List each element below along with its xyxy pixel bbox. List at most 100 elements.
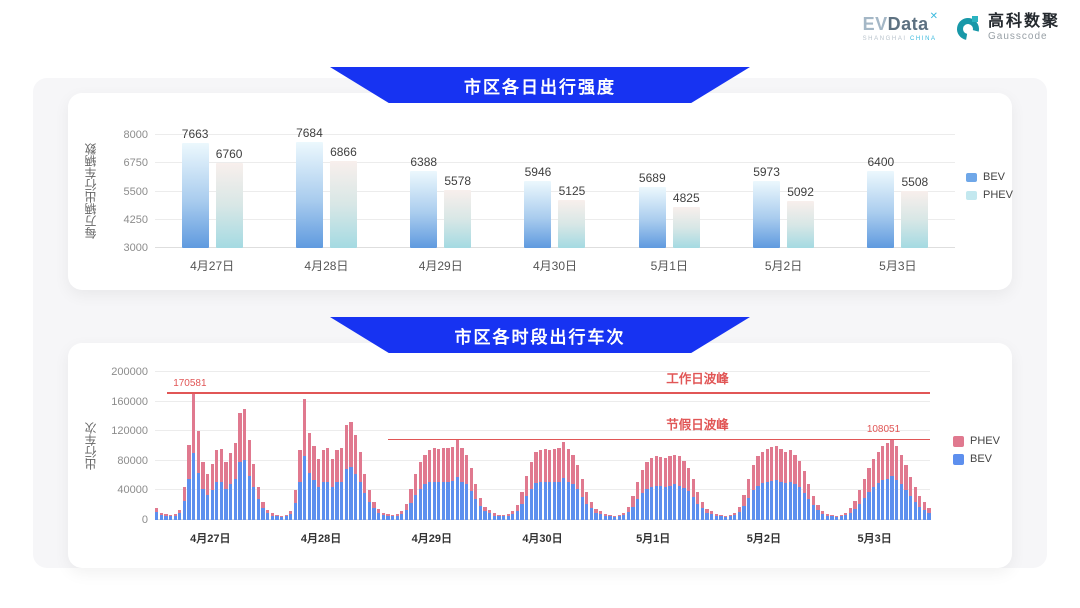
stacked-bar-5月1日-h18[interactable] [682, 372, 686, 520]
stacked-bar-5月2日-h21[interactable] [807, 372, 811, 520]
stacked-bar-4月28日-h4[interactable] [284, 372, 288, 520]
stacked-bar-4月27日-h7[interactable] [187, 372, 191, 520]
bar-BEV-4月28日[interactable] [295, 142, 323, 248]
stacked-bar-4月30日-h9[interactable] [529, 372, 533, 520]
stacked-bar-4月28日-h22[interactable] [367, 372, 372, 520]
stacked-bar-5月3日-h11[interactable] [871, 372, 876, 520]
stacked-bar-4月27日-h11[interactable] [205, 372, 210, 520]
stacked-bar-4月30日-h14[interactable] [552, 372, 557, 520]
stacked-bar-5月2日-h0[interactable] [710, 372, 714, 520]
stacked-bar-4月28日-h13[interactable] [326, 372, 330, 520]
stacked-bar-4月27日-h0[interactable] [155, 372, 159, 520]
stacked-bar-4月30日-h8[interactable] [525, 372, 529, 520]
stacked-bar-4月27日-h5[interactable] [178, 372, 182, 520]
stacked-bar-4月30日-h16[interactable] [562, 372, 566, 520]
stacked-bar-4月28日-h19[interactable] [353, 372, 358, 520]
stacked-bar-4月29日-h10[interactable] [423, 372, 427, 520]
stacked-bar-5月2日-h20[interactable] [802, 372, 806, 520]
stacked-bar-4月30日-h13[interactable] [548, 372, 552, 520]
stacked-bar-4月27日-h17[interactable] [233, 372, 237, 520]
stacked-bar-5月2日-h15[interactable] [779, 372, 783, 520]
stacked-bar-4月30日-h21[interactable] [585, 372, 589, 520]
stacked-bar-5月3日-h22[interactable] [922, 372, 927, 520]
stacked-bar-4月30日-h12[interactable] [543, 372, 547, 520]
stacked-bar-4月27日-h1[interactable] [159, 372, 163, 520]
stacked-bar-5月3日-h21[interactable] [918, 372, 922, 520]
stacked-bar-5月1日-h20[interactable] [691, 372, 695, 520]
bar-BEV-5月2日[interactable] [753, 180, 781, 248]
bar-PHEV-4月28日[interactable] [329, 160, 357, 248]
stacked-bar-5月3日-h18[interactable] [904, 372, 908, 520]
stacked-bar-5月3日-h9[interactable] [862, 372, 866, 520]
stacked-bar-4月27日-h10[interactable] [201, 372, 205, 520]
stacked-bar-5月1日-h19[interactable] [686, 372, 691, 520]
stacked-bar-5月2日-h7[interactable] [742, 372, 746, 520]
stacked-bar-5月1日-h6[interactable] [626, 372, 631, 520]
stacked-bar-4月28日-h14[interactable] [330, 372, 335, 520]
stacked-bar-5月1日-h2[interactable] [608, 372, 612, 520]
bar-PHEV-4月27日[interactable] [215, 163, 243, 248]
stacked-bar-5月3日-h19[interactable] [908, 372, 913, 520]
stacked-bar-4月30日-h22[interactable] [589, 372, 594, 520]
stacked-bar-5月3日-h7[interactable] [853, 372, 857, 520]
stacked-bar-4月30日-h15[interactable] [557, 372, 561, 520]
stacked-bar-4月27日-h6[interactable] [182, 372, 187, 520]
stacked-bar-4月28日-h10[interactable] [312, 372, 316, 520]
stacked-bar-4月30日-h4[interactable] [506, 372, 510, 520]
stacked-bar-4月30日-h5[interactable] [511, 372, 515, 520]
stacked-bar-4月29日-h1[interactable] [381, 372, 385, 520]
stacked-bar-4月28日-h5[interactable] [289, 372, 293, 520]
stacked-bar-4月28日-h2[interactable] [275, 372, 279, 520]
stacked-bar-4月28日-h16[interactable] [340, 372, 344, 520]
legend-item-BEV[interactable]: BEV [953, 453, 1000, 465]
stacked-bar-4月27日-h3[interactable] [168, 372, 173, 520]
stacked-bar-5月2日-h12[interactable] [765, 372, 769, 520]
stacked-bar-5月1日-h16[interactable] [673, 372, 677, 520]
stacked-bar-5月1日-h0[interactable] [599, 372, 603, 520]
stacked-bar-4月29日-h6[interactable] [404, 372, 409, 520]
stacked-bar-5月1日-h21[interactable] [696, 372, 700, 520]
stacked-bar-4月30日-h19[interactable] [575, 372, 580, 520]
stacked-bar-4月30日-h23[interactable] [594, 372, 598, 520]
stacked-bar-5月3日-h23[interactable] [927, 372, 931, 520]
stacked-bar-5月2日-h4[interactable] [728, 372, 732, 520]
stacked-bar-4月28日-h15[interactable] [335, 372, 339, 520]
stacked-bar-4月29日-h19[interactable] [464, 372, 469, 520]
stacked-bar-4月30日-h6[interactable] [515, 372, 520, 520]
stacked-bar-5月1日-h17[interactable] [677, 372, 681, 520]
stacked-bar-4月28日-h7[interactable] [298, 372, 302, 520]
stacked-bar-5月2日-h9[interactable] [751, 372, 755, 520]
stacked-bar-4月29日-h9[interactable] [418, 372, 422, 520]
stacked-bar-4月29日-h22[interactable] [478, 372, 483, 520]
stacked-bar-5月2日-h11[interactable] [760, 372, 765, 520]
bar-PHEV-4月29日[interactable] [444, 189, 472, 248]
stacked-bar-5月2日-h17[interactable] [788, 372, 792, 520]
stacked-bar-5月1日-h4[interactable] [617, 372, 621, 520]
stacked-bar-5月1日-h9[interactable] [640, 372, 644, 520]
stacked-bar-4月29日-h16[interactable] [451, 372, 455, 520]
stacked-bar-5月1日-h22[interactable] [700, 372, 705, 520]
legend-item-PHEV[interactable]: PHEV [953, 435, 1000, 447]
stacked-bar-4月30日-h1[interactable] [492, 372, 496, 520]
stacked-bar-4月29日-h0[interactable] [377, 372, 381, 520]
stacked-bar-4月29日-h3[interactable] [390, 372, 395, 520]
stacked-bar-5月1日-h10[interactable] [645, 372, 649, 520]
stacked-bar-4月27日-h8[interactable] [192, 372, 196, 520]
stacked-bar-5月2日-h10[interactable] [756, 372, 760, 520]
stacked-bar-5月3日-h1[interactable] [825, 372, 829, 520]
stacked-bar-5月1日-h14[interactable] [663, 372, 668, 520]
bar-PHEV-5月3日[interactable] [901, 191, 929, 248]
stacked-bar-4月29日-h14[interactable] [441, 372, 446, 520]
stacked-bar-4月28日-h1[interactable] [270, 372, 274, 520]
stacked-bar-5月3日-h8[interactable] [858, 372, 862, 520]
stacked-bar-5月3日-h2[interactable] [830, 372, 834, 520]
stacked-bar-4月27日-h9[interactable] [196, 372, 200, 520]
stacked-bar-4月27日-h12[interactable] [210, 372, 214, 520]
legend-item-BEV[interactable]: BEV [966, 171, 1013, 183]
stacked-bar-4月29日-h8[interactable] [414, 372, 418, 520]
stacked-bar-4月28日-h3[interactable] [279, 372, 284, 520]
stacked-bar-4月30日-h2[interactable] [497, 372, 501, 520]
stacked-bar-5月2日-h6[interactable] [737, 372, 742, 520]
stacked-bar-5月1日-h1[interactable] [603, 372, 607, 520]
stacked-bar-5月2日-h3[interactable] [723, 372, 728, 520]
